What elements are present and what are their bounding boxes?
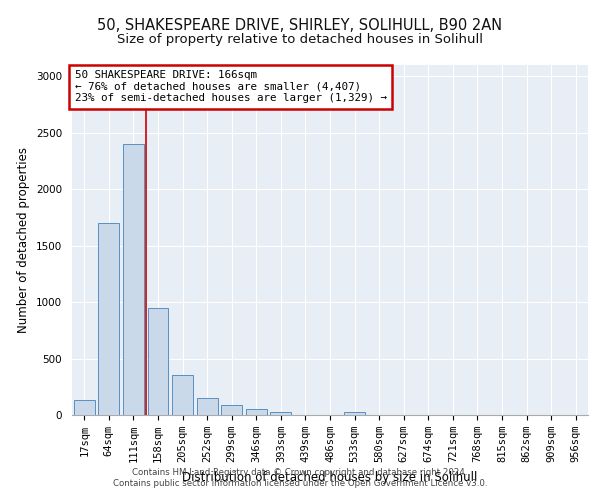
Bar: [123, 144, 144, 415]
Text: 50 SHAKESPEARE DRIVE: 166sqm
← 76% of detached houses are smaller (4,407)
23% of: 50 SHAKESPEARE DRIVE: 166sqm ← 76% of de…: [74, 70, 386, 103]
Bar: [172, 376, 193, 415]
Text: 50, SHAKESPEARE DRIVE, SHIRLEY, SOLIHULL, B90 2AN: 50, SHAKESPEARE DRIVE, SHIRLEY, SOLIHULL…: [97, 18, 503, 32]
Bar: [197, 398, 218, 415]
Bar: [246, 410, 267, 415]
Text: Size of property relative to detached houses in Solihull: Size of property relative to detached ho…: [117, 32, 483, 46]
X-axis label: Distribution of detached houses by size in Solihull: Distribution of detached houses by size …: [182, 470, 478, 484]
Bar: [271, 412, 292, 415]
Bar: [98, 223, 119, 415]
Text: Contains HM Land Registry data © Crown copyright and database right 2024.
Contai: Contains HM Land Registry data © Crown c…: [113, 468, 487, 487]
Bar: [148, 308, 169, 415]
Y-axis label: Number of detached properties: Number of detached properties: [17, 147, 31, 333]
Bar: [221, 405, 242, 415]
Bar: [344, 412, 365, 415]
Bar: [74, 400, 95, 415]
